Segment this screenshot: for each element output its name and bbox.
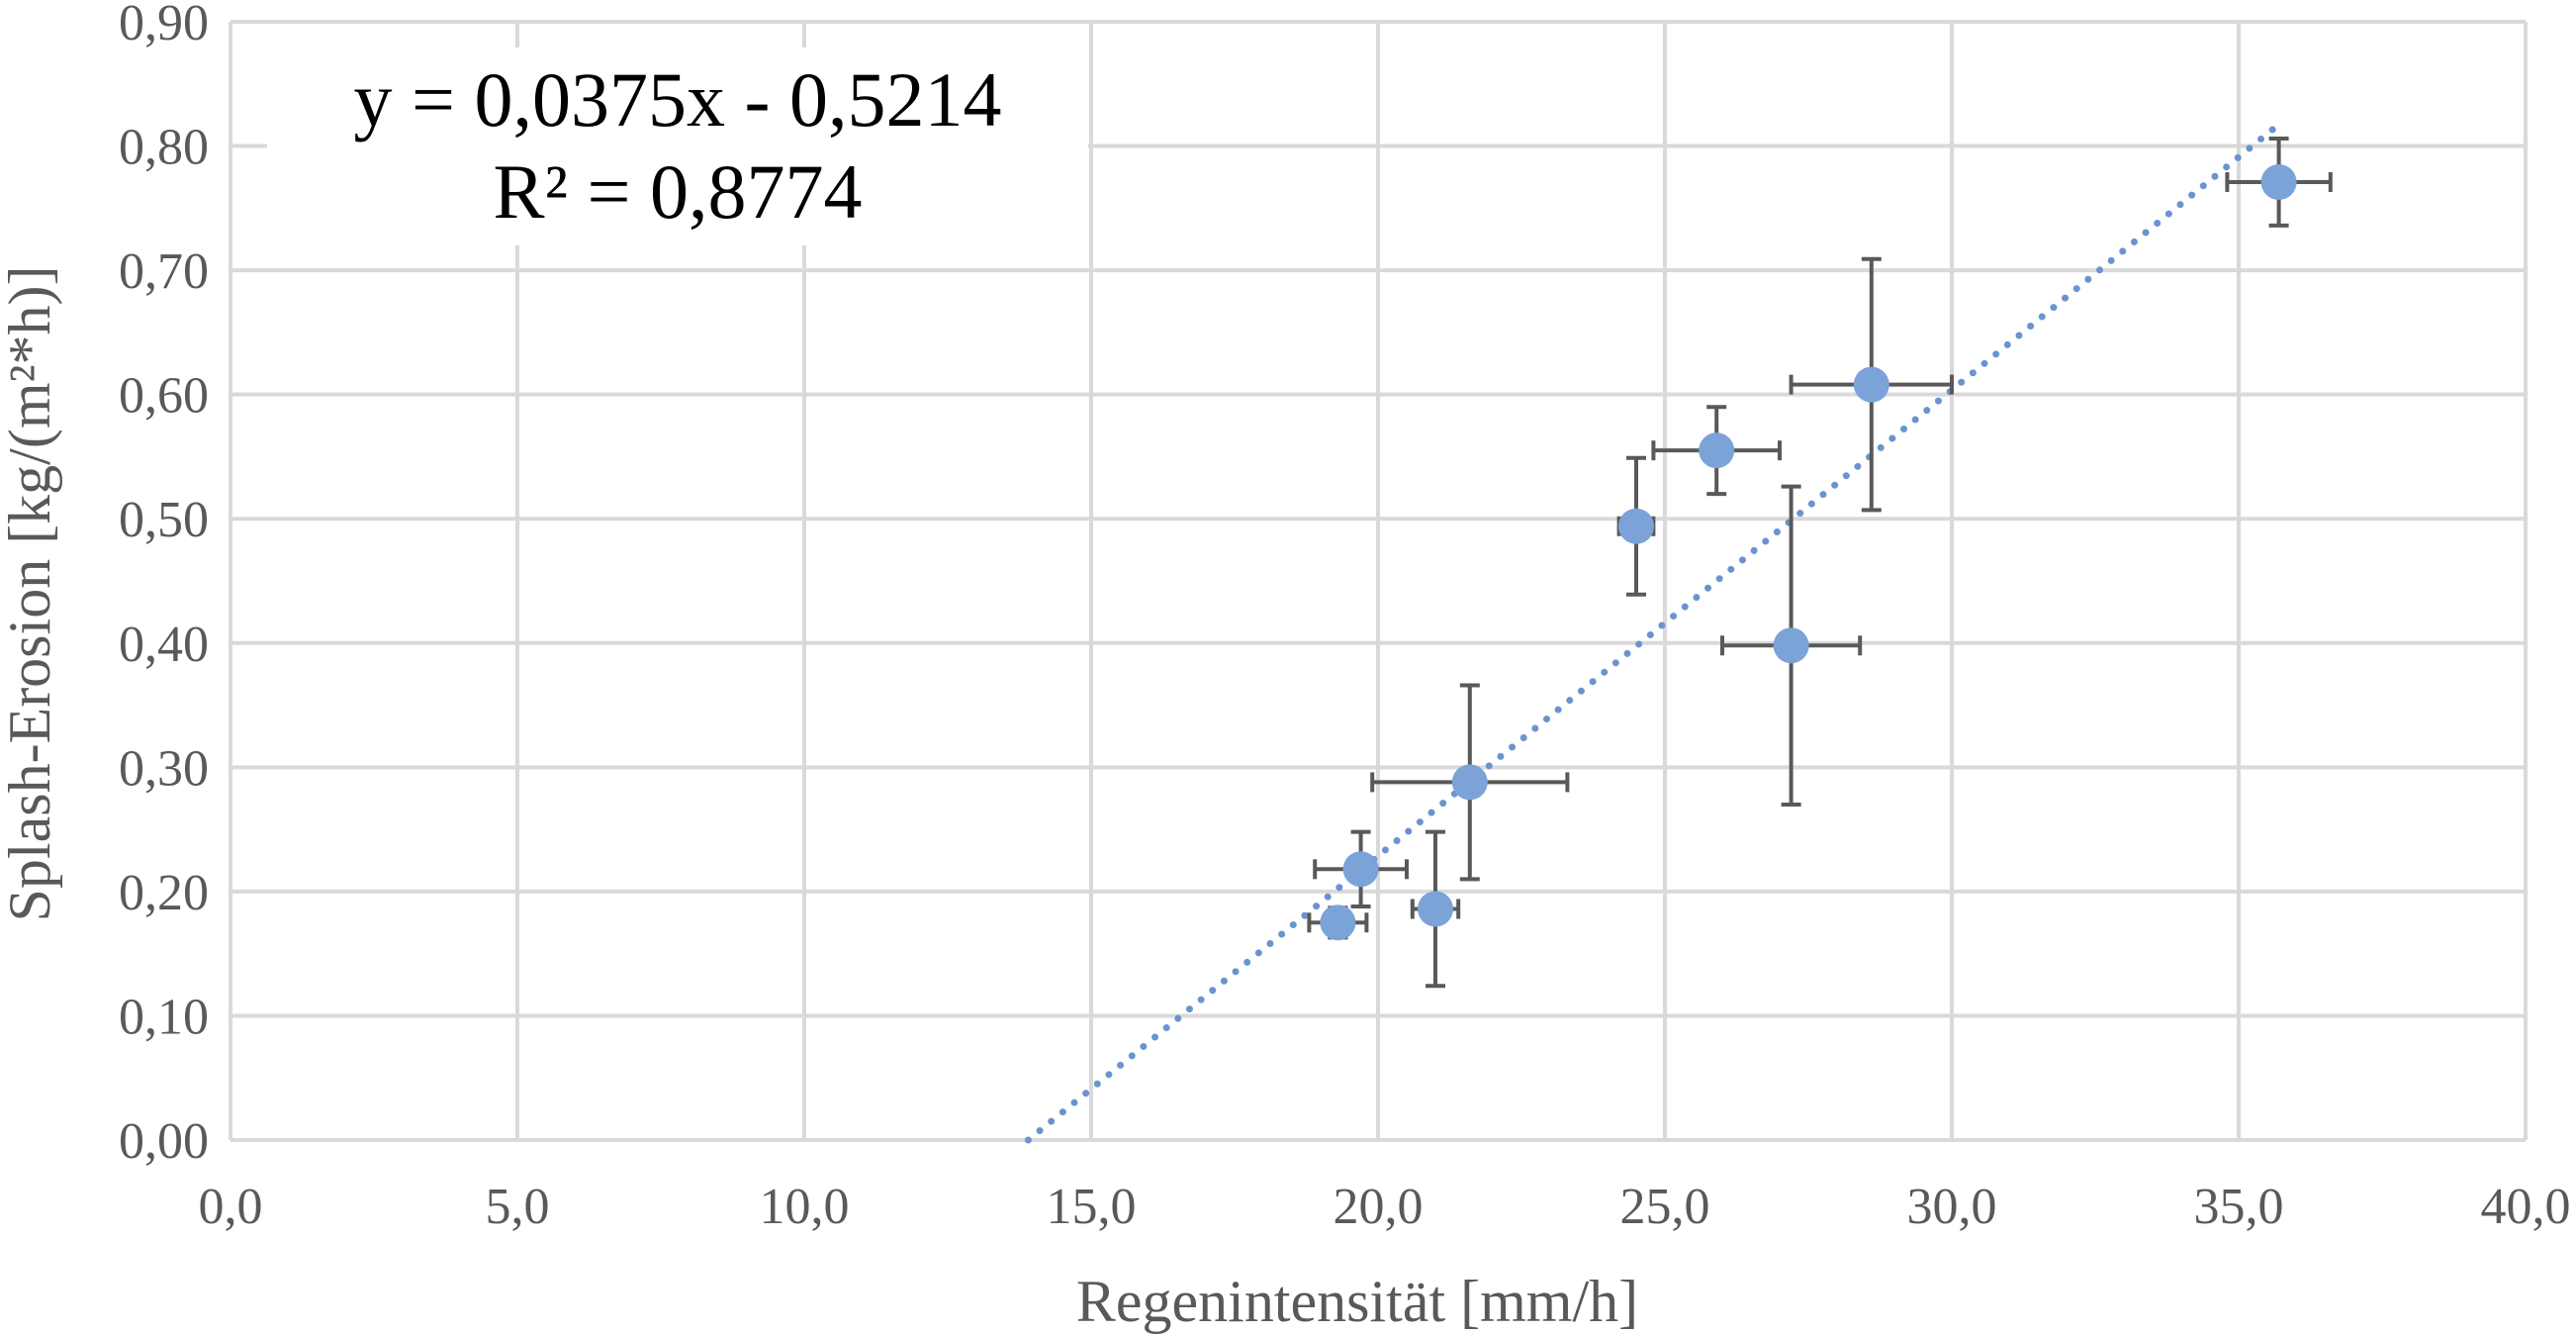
trendline	[1024, 125, 2277, 1144]
x-tick-label: 20,0	[1334, 1179, 1424, 1235]
tick-labels: 0,0 5,0 10,0 15,0 20,0 25,0 30,0 35,0 40,0 0,00 0,…	[119, 0, 2571, 1235]
data-point	[1853, 366, 1889, 403]
data-point	[1320, 905, 1356, 941]
x-tick-label: 35,0	[2194, 1179, 2284, 1235]
data-point	[1451, 764, 1488, 801]
data-point	[1699, 432, 1735, 469]
trendline-line	[1024, 125, 2277, 1144]
x-tick-label: 30,0	[1907, 1179, 1997, 1235]
data-point	[1418, 891, 1453, 927]
trendline-equation: y = 0,0375x - 0,5214	[354, 56, 1002, 143]
data-point	[1342, 851, 1379, 888]
x-tick-label: 25,0	[1620, 1179, 1710, 1235]
x-tick-label: 5,0	[486, 1179, 550, 1235]
y-tick-label: 0,50	[119, 492, 209, 548]
y-tick-label: 0,80	[119, 120, 209, 176]
y-tick-label: 0,30	[119, 740, 209, 797]
y-tick-label: 0,60	[119, 368, 209, 425]
error-bars	[1307, 137, 2333, 989]
x-tick-label: 10,0	[760, 1179, 850, 1235]
r-squared-label: R² = 0,8774	[494, 148, 863, 235]
gridlines	[229, 20, 2528, 1142]
data-point	[1773, 627, 1809, 664]
y-tick-label: 0,20	[119, 865, 209, 921]
data-points	[1320, 163, 2297, 941]
data-point	[1618, 508, 1654, 544]
x-tick-label: 40,0	[2481, 1179, 2571, 1235]
x-tick-label: 0,0	[199, 1179, 263, 1235]
equation-box-background	[267, 48, 1088, 245]
y-tick-label: 0,00	[119, 1113, 209, 1170]
data-point	[2260, 163, 2297, 200]
y-tick-label: 0,70	[119, 243, 209, 300]
x-axis-title: Regenintensität [mm/h]	[1076, 1269, 1638, 1334]
y-tick-label: 0,40	[119, 617, 209, 673]
x-tick-label: 15,0	[1047, 1179, 1137, 1235]
y-tick-label: 0,10	[119, 989, 209, 1045]
y-axis-title: Splash-Erosion [kg/(m²*h)]	[0, 266, 62, 922]
y-tick-label: 0,90	[119, 0, 209, 51]
